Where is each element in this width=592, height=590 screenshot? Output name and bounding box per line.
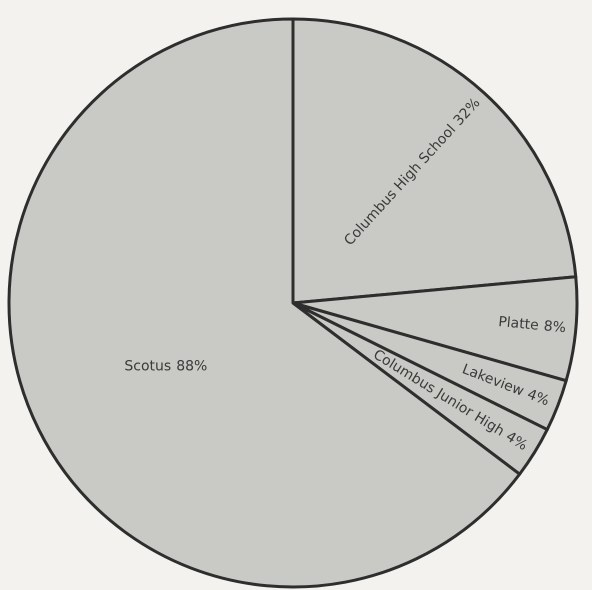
- pie-slice: [7, 17, 522, 589]
- slice-label: Platte 8%: [498, 314, 567, 336]
- slice-value: 4%: [525, 386, 551, 409]
- slice-category: Platte: [498, 314, 540, 334]
- slice-value: 8%: [543, 318, 567, 336]
- pie-slice: [291, 17, 578, 305]
- slice-category: Scotus: [124, 358, 171, 374]
- slice-value: 88%: [176, 358, 207, 374]
- slice-label: Scotus 88%: [124, 358, 207, 374]
